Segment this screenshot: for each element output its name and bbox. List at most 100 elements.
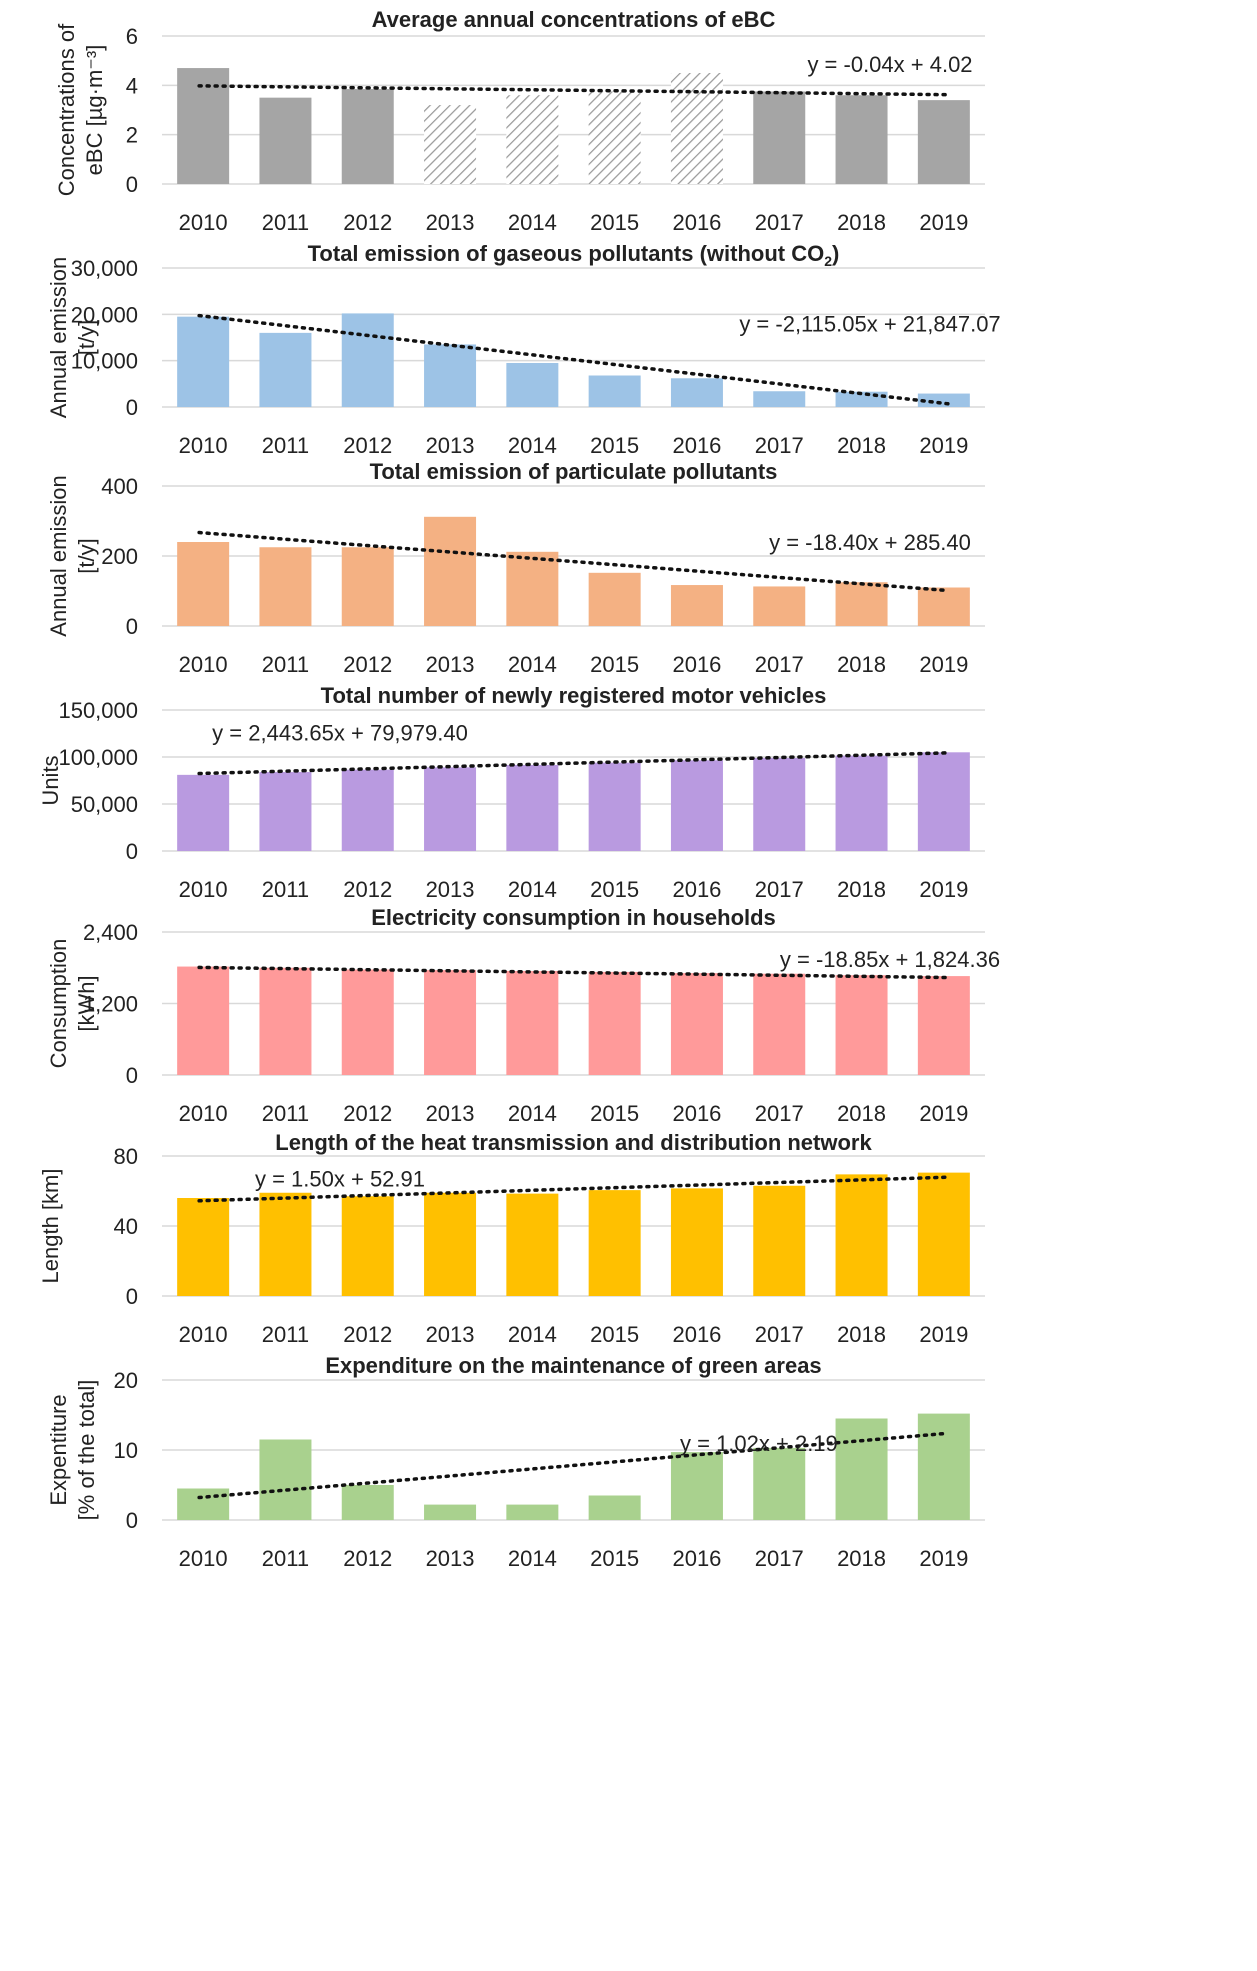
bar-2010 bbox=[177, 1198, 230, 1296]
bar-2012 bbox=[341, 313, 394, 407]
y-tick-label: 0 bbox=[126, 839, 138, 864]
x-category-label: 2017 bbox=[755, 1322, 804, 1347]
x-category-label: 2014 bbox=[508, 1322, 557, 1347]
bar-2016 bbox=[670, 760, 723, 851]
y-axis-label: Annual emission [t/y] bbox=[46, 257, 99, 418]
bar-2011 bbox=[259, 772, 312, 851]
x-category-label: 2012 bbox=[343, 652, 392, 677]
x-category-label: 2019 bbox=[919, 1322, 968, 1347]
x-category-label: 2011 bbox=[262, 210, 309, 235]
x-category-label: 2018 bbox=[837, 433, 886, 458]
x-category-label: 2012 bbox=[343, 210, 392, 235]
y-tick-label: 0 bbox=[126, 1508, 138, 1533]
x-category-label: 2017 bbox=[755, 652, 804, 677]
x-category-label: 2011 bbox=[262, 652, 309, 677]
y-tick-label: 150,000 bbox=[58, 698, 138, 723]
chart-title: Average annual concentrations of eBC bbox=[372, 7, 776, 32]
bar-2011 bbox=[259, 547, 312, 626]
x-category-label: 2014 bbox=[508, 652, 557, 677]
chart-panel-1: Average annual concentrations of eBC 0 2 4 6… bbox=[54, 7, 985, 235]
y-axis-label: Consumption [kWh] bbox=[46, 939, 99, 1069]
bar-2017 bbox=[753, 973, 806, 1075]
trendline-equation: y = -0.04x + 4.02 bbox=[807, 52, 972, 77]
chart-title: Electricity consumption in households bbox=[371, 905, 776, 930]
x-category-label: 2017 bbox=[755, 1101, 804, 1126]
x-category-label: 2012 bbox=[343, 877, 392, 902]
y-tick-label: 100,000 bbox=[58, 745, 138, 770]
bar-2011 bbox=[259, 1192, 312, 1296]
bar-2011 bbox=[259, 332, 312, 407]
x-category-label: 2018 bbox=[837, 1546, 886, 1571]
bar-2012 bbox=[341, 1196, 394, 1296]
x-category-label: 2015 bbox=[590, 652, 639, 677]
bar-2018 bbox=[835, 1174, 888, 1296]
x-category-label: 2016 bbox=[672, 1322, 721, 1347]
y-tick-label: 0 bbox=[126, 172, 138, 197]
bar-2015 bbox=[588, 1495, 641, 1520]
bar-2015 bbox=[588, 1190, 641, 1296]
bar-2013 bbox=[424, 105, 477, 184]
x-category-label: 2010 bbox=[179, 433, 228, 458]
y-tick-label: 1,200 bbox=[83, 992, 138, 1017]
trendline bbox=[197, 1431, 950, 1500]
bar-2015 bbox=[588, 572, 641, 626]
y-axis-label: Units bbox=[38, 755, 63, 805]
x-category-label: 2013 bbox=[426, 1322, 475, 1347]
x-category-label: 2013 bbox=[426, 877, 475, 902]
y-tick-label: 200 bbox=[101, 544, 138, 569]
x-category-label: 2019 bbox=[919, 877, 968, 902]
bar-2010 bbox=[177, 774, 230, 851]
x-category-label: 2012 bbox=[343, 1546, 392, 1571]
chart-title: Total number of newly registered motor v… bbox=[321, 683, 827, 708]
x-category-label: 2010 bbox=[179, 652, 228, 677]
bar-2012 bbox=[341, 547, 394, 626]
bar-2017 bbox=[753, 757, 806, 851]
x-category-label: 2018 bbox=[837, 210, 886, 235]
bar-2017 bbox=[753, 91, 806, 184]
x-category-label: 2015 bbox=[590, 210, 639, 235]
chart-panel-2: Total emission of gaseous pollutants (wi… bbox=[46, 241, 1001, 458]
x-category-label: 2013 bbox=[426, 1546, 475, 1571]
x-category-label: 2018 bbox=[837, 1101, 886, 1126]
x-category-label: 2014 bbox=[508, 433, 557, 458]
bar-2010 bbox=[177, 1488, 230, 1520]
bar-2017 bbox=[753, 586, 806, 626]
x-category-label: 2011 bbox=[262, 433, 309, 458]
bar-2012 bbox=[341, 89, 394, 184]
y-axis-label: Concentrations of eBC [µg·m⁻³] bbox=[54, 23, 107, 196]
bar-2013 bbox=[424, 970, 477, 1075]
bar-2014 bbox=[506, 1193, 559, 1296]
x-category-label: 2017 bbox=[755, 433, 804, 458]
bar-2014 bbox=[506, 362, 559, 407]
x-category-label: 2010 bbox=[179, 1101, 228, 1126]
x-category-label: 2019 bbox=[919, 210, 968, 235]
bar-2019 bbox=[917, 976, 970, 1075]
y-tick-label: 20,000 bbox=[71, 302, 138, 327]
x-category-label: 2014 bbox=[508, 210, 557, 235]
trendline bbox=[197, 1175, 950, 1203]
bar-2016 bbox=[670, 1188, 723, 1296]
bar-2011 bbox=[259, 97, 312, 184]
y-tick-label: 50,000 bbox=[71, 792, 138, 817]
bar-2018 bbox=[835, 582, 888, 626]
y-axis-label: Annual emission [t/y] bbox=[46, 475, 99, 636]
x-category-label: 2016 bbox=[672, 210, 721, 235]
bar-2010 bbox=[177, 966, 230, 1075]
y-tick-label: 10,000 bbox=[71, 349, 138, 374]
x-category-label: 2010 bbox=[179, 1546, 228, 1571]
x-category-label: 2011 bbox=[262, 1101, 309, 1126]
bar-2010 bbox=[177, 68, 230, 184]
y-axis-label: Expentiture [% of the total] bbox=[46, 1380, 99, 1521]
x-category-label: 2012 bbox=[343, 1322, 392, 1347]
bar-2015 bbox=[588, 762, 641, 851]
chart-panel-3: Total emission of particulate pollutants… bbox=[46, 459, 985, 677]
chart-panel-6: Length of the heat transmission and dist… bbox=[38, 1130, 985, 1347]
chart-title: Total emission of particulate pollutants bbox=[370, 459, 778, 484]
chart-panel-7: Expenditure on the maintenance of green … bbox=[46, 1353, 985, 1571]
bar-2016 bbox=[670, 1452, 723, 1520]
x-category-label: 2011 bbox=[262, 1322, 309, 1347]
x-category-label: 2012 bbox=[343, 1101, 392, 1126]
chart-title: Expenditure on the maintenance of green … bbox=[325, 1353, 821, 1378]
x-category-label: 2013 bbox=[426, 652, 475, 677]
y-tick-label: 2,400 bbox=[83, 920, 138, 945]
